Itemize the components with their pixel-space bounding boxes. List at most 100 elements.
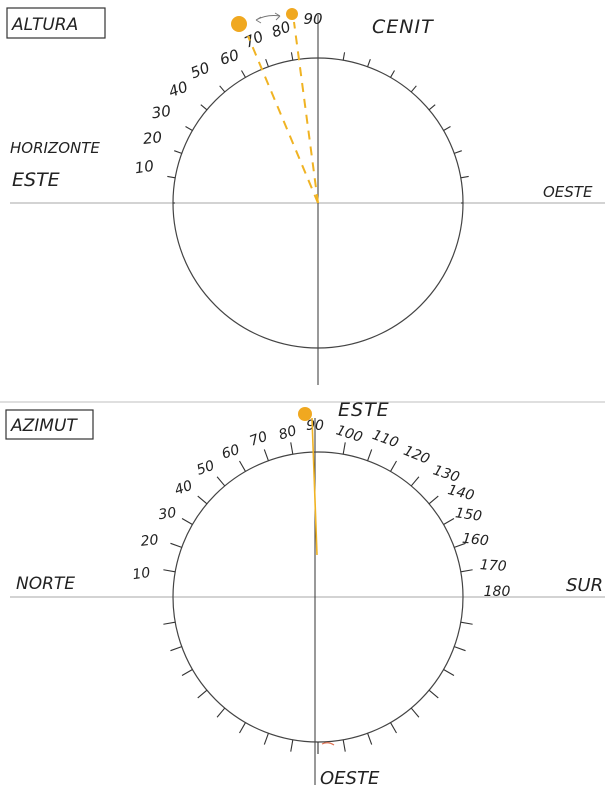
- altura-title: ALTURA: [11, 15, 78, 35]
- altura-tick: [342, 52, 346, 61]
- azimut-scale-label: 40: [173, 478, 195, 499]
- azimut-scale-label: 50: [195, 458, 217, 479]
- azimut-oeste-label: OESTE: [320, 768, 380, 789]
- azimut-scale-label: 160: [461, 531, 489, 550]
- azimut-tick: [443, 669, 455, 676]
- azimut-tick: [390, 722, 397, 734]
- azimut-scale-label: 170: [479, 557, 507, 575]
- altura-tick: [410, 85, 417, 93]
- altura-scale-label: 90: [303, 10, 322, 28]
- azimut-scale-label: 20: [140, 532, 159, 550]
- azimut-scale-label: 60: [220, 442, 242, 463]
- azimut-sun-ray: [311, 417, 318, 556]
- azimut-tick: [342, 739, 346, 752]
- altura-tick: [460, 175, 469, 179]
- azimut-scale-label: 120: [401, 443, 432, 468]
- azimut-tick: [170, 542, 182, 548]
- azimut-tick: [216, 707, 226, 718]
- oeste-label: OESTE: [543, 183, 593, 201]
- azimut-tick: [367, 733, 373, 745]
- azimut-este-label: ESTE: [338, 399, 390, 421]
- azimut-scale-label: 30: [158, 505, 178, 523]
- azimut-tick: [197, 495, 208, 505]
- este-label: ESTE: [12, 169, 60, 191]
- azimut-tick: [428, 689, 439, 699]
- azimut-scale-label: 70: [248, 429, 270, 450]
- altura-title-box: [6, 7, 106, 39]
- altura-tick: [367, 59, 371, 67]
- azimut-scale-label: 90: [306, 418, 324, 434]
- azimut-tick: [216, 476, 226, 487]
- altura-tick: [167, 175, 176, 179]
- azimut-tick: [342, 442, 346, 455]
- altura-tick: [185, 126, 193, 131]
- azimut-tick: [197, 689, 208, 699]
- azimut-tick: [454, 542, 466, 548]
- horizonte-label: HORIZONTE: [10, 139, 100, 157]
- azimut-scale-label: 110: [370, 427, 401, 451]
- altura-tick: [241, 70, 246, 78]
- azimut-tick: [443, 518, 455, 525]
- azimut-tick-marks: [163, 442, 473, 754]
- azimut-tick: [181, 669, 193, 676]
- altura-sun-ray-2: [293, 21, 319, 204]
- altura-tick: [290, 52, 294, 61]
- altura-sun-2-icon: [286, 8, 298, 20]
- azimut-tick: [454, 646, 466, 652]
- altura-tick: [174, 150, 182, 154]
- azimut-tick: [239, 722, 246, 734]
- azimut-scale-label: 180: [484, 584, 511, 600]
- azimut-tick: [410, 476, 420, 487]
- altura-tick: [454, 150, 462, 154]
- altura-scale-label: 50: [188, 58, 212, 82]
- azimut-tick: [181, 518, 193, 525]
- azimut-tick: [410, 707, 420, 718]
- azimut-tick: [163, 621, 176, 625]
- azimut-tick: [263, 449, 269, 461]
- azimut-tick: [263, 733, 269, 745]
- oeste-mark: [321, 742, 335, 746]
- azimut-scale-label: 100: [334, 422, 364, 446]
- azimut-title: AZIMUT: [10, 416, 78, 436]
- altura-tick: [428, 104, 436, 111]
- azimut-tick: [239, 460, 246, 472]
- azimut-tick: [367, 449, 373, 461]
- azimut-tick: [170, 646, 182, 652]
- altura-tick: [219, 85, 226, 93]
- altura-tick: [443, 126, 451, 131]
- azimut-sun-icon: [298, 407, 312, 421]
- altura-scale-label: 40: [166, 78, 190, 101]
- altura-tick: [265, 59, 269, 67]
- sur-label: SUR: [566, 575, 603, 596]
- altura-scale-label: 30: [151, 102, 172, 122]
- altura-scale-label: 60: [218, 46, 242, 69]
- cenit-label: CENIT: [372, 16, 434, 38]
- azimut-tick: [290, 739, 294, 752]
- altura-tick-marks: [167, 52, 469, 204]
- altura-tick: [200, 104, 208, 111]
- norte-label: NORTE: [16, 574, 75, 594]
- azimut-scale-label: 10: [132, 565, 152, 583]
- azimut-tick: [290, 442, 294, 455]
- azimut-tick: [460, 621, 473, 625]
- azimut-scale-label: 150: [454, 505, 483, 525]
- azimut-scale-label: 80: [277, 423, 299, 444]
- azimut-tick: [163, 569, 176, 573]
- azimut-title-box: [5, 409, 94, 440]
- altura-scale-label: 10: [134, 157, 155, 177]
- azimut-scale-label: 140: [446, 482, 476, 504]
- azimut-scale-label: 130: [431, 462, 461, 486]
- altura-scale-label: 80: [269, 17, 293, 41]
- azimut-tick: [460, 569, 473, 573]
- azimut-tick: [390, 460, 397, 472]
- altura-sun-1-icon: [231, 16, 247, 32]
- altura-sun-ray-1: [247, 35, 319, 204]
- altura-tick: [390, 70, 395, 78]
- altura-scale-label: 20: [142, 128, 163, 148]
- azimut-tick: [428, 495, 439, 505]
